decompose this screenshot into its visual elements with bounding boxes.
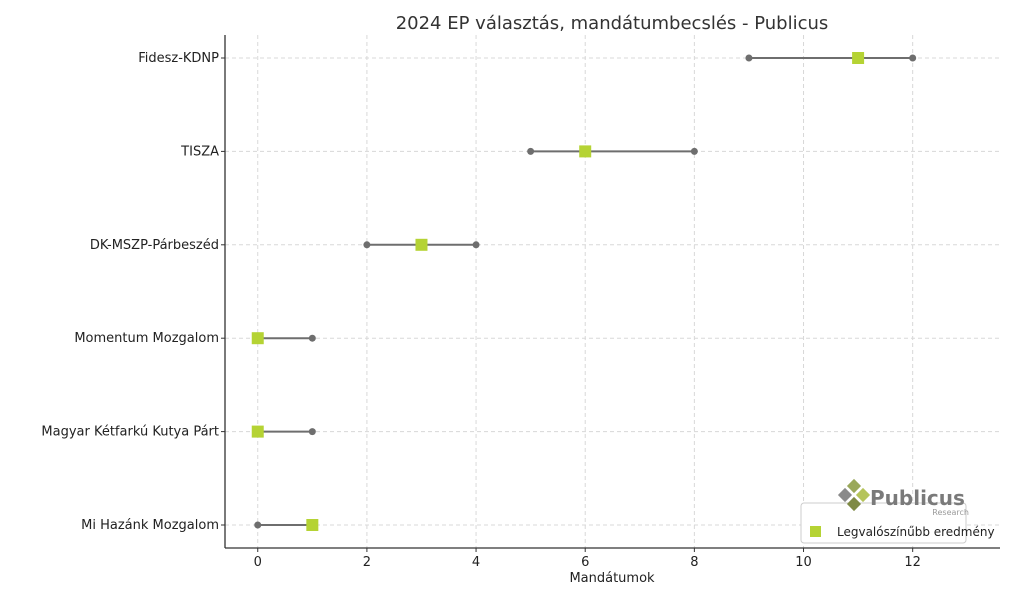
y-tick-label: Fidesz-KDNP xyxy=(138,51,219,66)
y-tick-label: Magyar Kétfarkú Kutya Párt xyxy=(41,425,219,440)
x-tick-label: 12 xyxy=(904,555,921,570)
y-tick-label: TISZA xyxy=(180,144,219,159)
x-axis-label: Mandátumok xyxy=(569,571,655,586)
y-tick-labels: Fidesz-KDNP TISZA DK-MSZP-Párbeszéd Momentu… xyxy=(41,51,225,533)
legend-label: Legvalószínűbb eredmény xyxy=(837,525,995,539)
grid xyxy=(225,35,1000,548)
likely-result-point xyxy=(251,425,264,438)
range-max-point xyxy=(690,147,698,155)
marks xyxy=(251,52,917,531)
likely-result-point xyxy=(579,145,592,158)
likely-result-point xyxy=(415,238,428,251)
likely-result-point xyxy=(852,52,865,64)
range-min-point xyxy=(363,241,371,249)
x-tick-label: 4 xyxy=(472,555,480,570)
range-min-point xyxy=(745,54,753,62)
range-max-point xyxy=(308,334,316,342)
legend-swatch xyxy=(810,526,821,537)
range-min-point xyxy=(254,521,262,529)
range-max-point xyxy=(308,428,316,436)
x-tick-label: 0 xyxy=(254,555,262,570)
likely-result-point xyxy=(251,332,264,345)
legend-box xyxy=(800,502,967,544)
y-tick-label: Mi Hazánk Mozgalom xyxy=(81,518,219,533)
logo-sub: Research xyxy=(932,508,969,517)
x-tick-label: 6 xyxy=(581,555,589,570)
logo-name: Publicus xyxy=(870,486,965,510)
x-tick-labels: 0 2 4 6 8 10 12 xyxy=(254,548,921,570)
range-max-point xyxy=(472,241,480,249)
range-min-point xyxy=(527,147,535,155)
chart-title: 2024 EP választás, mandátumbecslés - Pub… xyxy=(396,13,829,34)
x-tick-label: 2 xyxy=(363,555,371,570)
legend: Legvalószínűbb eredmény xyxy=(800,502,995,544)
x-tick-label: 8 xyxy=(690,555,698,570)
x-tick-label: 10 xyxy=(795,555,812,570)
likely-result-point xyxy=(306,519,319,531)
logo-diamond-icon xyxy=(837,478,871,512)
y-tick-label: Momentum Mozgalom xyxy=(74,331,219,346)
axes xyxy=(224,35,1000,549)
y-tick-label: DK-MSZP-Párbeszéd xyxy=(90,238,219,253)
range-max-point xyxy=(909,54,917,62)
publicus-logo: Publicus Research xyxy=(837,478,969,517)
